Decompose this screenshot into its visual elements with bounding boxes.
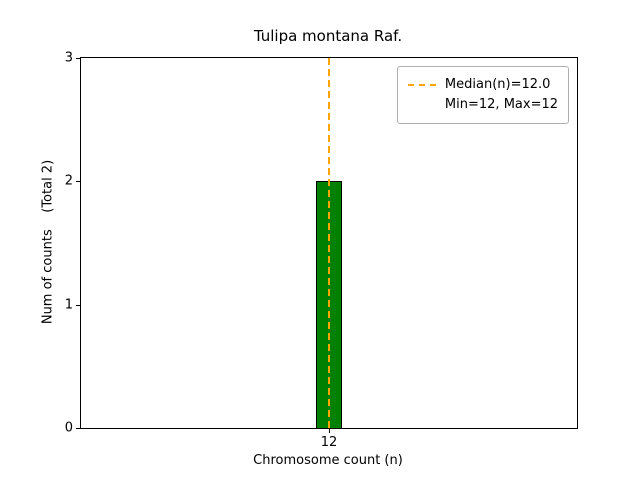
legend-row-median: Median(n)=12.0 (407, 75, 558, 95)
x-axis-label: Chromosome count (n) (253, 453, 403, 468)
y-tick-mark (76, 304, 80, 306)
legend-row-minmax: Min=12, Max=12 (408, 95, 558, 115)
y-tick-label: 0 (64, 420, 73, 436)
median-dash-icon (407, 84, 436, 87)
legend-label-median: Median(n)=12.0 (444, 77, 551, 92)
median-line (328, 58, 330, 428)
x-tick-mark (329, 429, 330, 433)
y-axis-label: Num of counts (Total 2) (40, 159, 56, 325)
legend: Median(n)=12.0 Min=12, Max=12 (396, 66, 569, 125)
y-tick-label: 3 (64, 50, 73, 66)
y-tick-mark (76, 428, 80, 429)
y-tick-mark (76, 181, 80, 183)
y-tick-label: 1 (64, 297, 73, 313)
legend-label-minmax: Min=12, Max=12 (444, 97, 558, 113)
y-tick-label: 2 (64, 173, 73, 189)
chart-title: Tulipa montana Raf. (253, 27, 403, 45)
legend-spacer (408, 104, 436, 106)
y-tick-mark (76, 58, 80, 59)
x-tick-label: 12 (320, 435, 338, 450)
plot-area: Median(n)=12.0 Min=12, Max=12 0 1 2 3 12 (65, 52, 578, 449)
